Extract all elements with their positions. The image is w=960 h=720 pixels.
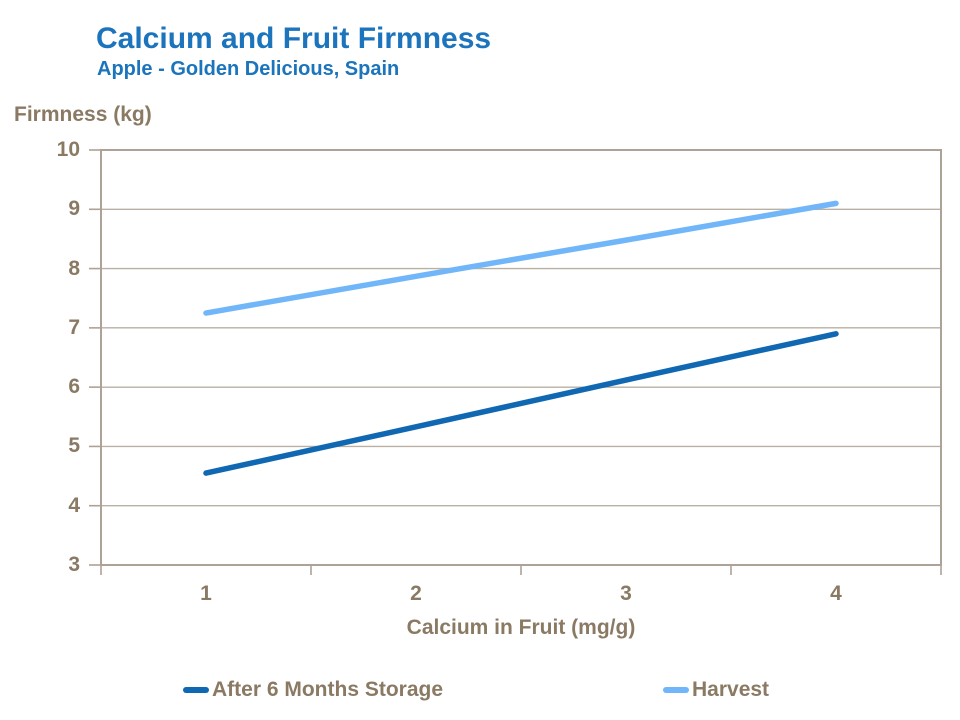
legend-item-harvest: Harvest xyxy=(663,679,769,701)
y-tick-label: 4 xyxy=(68,493,80,517)
legend-label: After 6 Months Storage xyxy=(212,678,444,701)
x-tick-label: 1 xyxy=(200,582,212,605)
y-tick-label: 7 xyxy=(68,315,80,339)
y-axis-title: Firmness (kg) xyxy=(14,103,152,126)
y-tick-label: 3 xyxy=(68,553,80,576)
x-tick-label: 3 xyxy=(620,582,632,605)
y-tick-label: 8 xyxy=(68,256,80,280)
legend-label: Harvest xyxy=(692,678,770,701)
y-tick-label: 9 xyxy=(68,197,80,221)
legend-swatch-storage xyxy=(183,687,209,693)
legend-swatch-harvest xyxy=(663,687,689,693)
legend-item-storage: After 6 Months Storage xyxy=(183,679,443,701)
x-axis-title: Calcium in Fruit (mg/g) xyxy=(406,616,636,639)
y-tick-label: 6 xyxy=(68,375,80,399)
x-tick-label: 4 xyxy=(830,582,842,605)
chart-title: Calcium and Fruit Firmness xyxy=(96,22,492,55)
y-tick-label: 5 xyxy=(68,434,80,458)
plot-border xyxy=(100,149,942,566)
series-line-harvest xyxy=(203,200,839,316)
chart-subtitle: Apple - Golden Delicious, Spain xyxy=(97,58,400,80)
series-line-storage xyxy=(203,331,839,476)
y-tick-label: 10 xyxy=(56,138,80,161)
x-tick-label: 2 xyxy=(410,582,422,605)
